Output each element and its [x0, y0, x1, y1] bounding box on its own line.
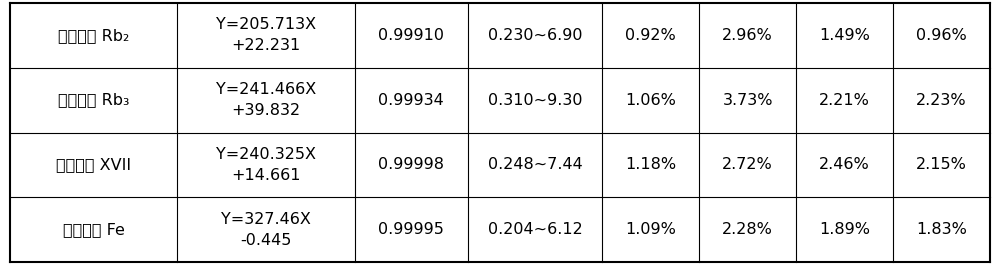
Text: 1.09%: 1.09% [625, 222, 676, 237]
Text: 1.06%: 1.06% [625, 92, 676, 108]
Bar [699, 68, 796, 132]
Text: 2.15%: 2.15% [916, 157, 967, 173]
Bar [893, 197, 990, 262]
Bar [893, 68, 990, 132]
Bar [893, 132, 990, 197]
Text: 3.73%: 3.73% [722, 92, 773, 108]
Text: 0.204~6.12: 0.204~6.12 [488, 222, 582, 237]
Text: Y=327.46X
-0.445: Y=327.46X -0.445 [221, 212, 311, 248]
Text: 三七皂苷 Fe: 三七皂苷 Fe [63, 222, 124, 237]
Text: 0.310~9.30: 0.310~9.30 [488, 92, 582, 108]
Bar [796, 197, 893, 262]
Bar [796, 3, 893, 68]
Text: Y=240.325X
+14.661: Y=240.325X +14.661 [216, 147, 316, 183]
Bar [602, 68, 699, 132]
Bar [602, 132, 699, 197]
Bar [699, 132, 796, 197]
Text: Y=205.713X
+22.231: Y=205.713X +22.231 [216, 17, 316, 53]
Bar [699, 3, 796, 68]
Text: 0.99910: 0.99910 [378, 28, 444, 43]
Text: 2.72%: 2.72% [722, 157, 773, 173]
Text: 0.96%: 0.96% [916, 28, 967, 43]
Text: 0.99998: 0.99998 [378, 157, 444, 173]
Text: 2.96%: 2.96% [722, 28, 773, 43]
Text: 七叶胆苷 XVII: 七叶胆苷 XVII [56, 157, 131, 173]
Text: 人参皂苷 Rb₂: 人参皂苷 Rb₂ [58, 28, 129, 43]
Text: 2.28%: 2.28% [722, 222, 773, 237]
Bar [602, 197, 699, 262]
Text: 2.21%: 2.21% [819, 92, 870, 108]
Bar [602, 3, 699, 68]
Bar [699, 197, 796, 262]
Text: 1.18%: 1.18% [625, 157, 676, 173]
Bar [893, 3, 990, 68]
Text: 人参皂苷 Rb₃: 人参皂苷 Rb₃ [58, 92, 129, 108]
Text: Y=241.466X
+39.832: Y=241.466X +39.832 [216, 82, 316, 118]
Text: 2.23%: 2.23% [916, 92, 967, 108]
Text: 1.89%: 1.89% [819, 222, 870, 237]
Text: 1.83%: 1.83% [916, 222, 967, 237]
Text: 0.248~7.44: 0.248~7.44 [488, 157, 582, 173]
Bar [796, 68, 893, 132]
Text: 0.92%: 0.92% [625, 28, 676, 43]
Text: 1.49%: 1.49% [819, 28, 870, 43]
Text: 2.46%: 2.46% [819, 157, 870, 173]
Text: 0.230~6.90: 0.230~6.90 [488, 28, 582, 43]
Bar [796, 132, 893, 197]
Text: 0.99934: 0.99934 [378, 92, 444, 108]
Text: 0.99995: 0.99995 [378, 222, 444, 237]
